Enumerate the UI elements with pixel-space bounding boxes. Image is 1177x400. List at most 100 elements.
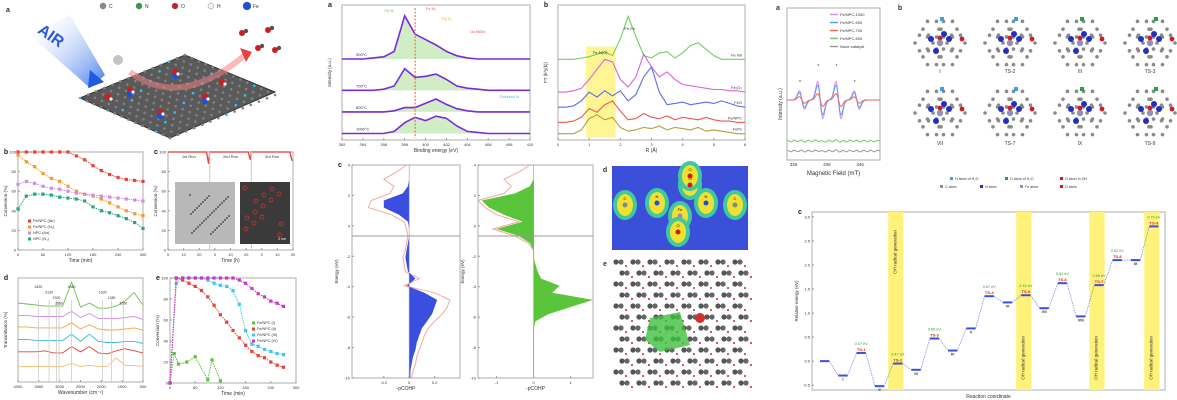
carbon-atom <box>1009 125 1013 129</box>
carbon-atom <box>1144 132 1149 137</box>
carbon-atom <box>1165 97 1169 101</box>
data-point <box>174 276 178 280</box>
connector-line <box>1139 226 1150 261</box>
carbon-atom <box>687 314 693 320</box>
x-tick-label: 180 <box>242 385 249 390</box>
carbon-atom <box>1057 118 1062 123</box>
series-label: Fe foil <box>731 52 742 57</box>
legend-label: Fe/NPC (Air) <box>33 219 55 223</box>
legend-label: Fe/NPC-500 <box>840 36 863 41</box>
iron-atom <box>1146 109 1154 117</box>
series-line <box>558 114 745 135</box>
legend-label: Fe/NPC (IV) <box>257 339 278 343</box>
carbon-atom <box>950 62 955 67</box>
panel-label: b <box>898 5 902 12</box>
carbon-atom <box>715 303 721 309</box>
connector-line <box>847 352 857 376</box>
x-tick-label: 1 <box>570 380 573 385</box>
x-tick-label: 3000 <box>55 384 65 389</box>
carbon-atom <box>991 55 995 59</box>
carbon-atom <box>1028 103 1033 108</box>
data-point <box>275 301 279 305</box>
x-tick-label: 2 <box>619 142 622 147</box>
carbon-atom <box>1081 47 1086 51</box>
carbon-atom <box>703 369 709 375</box>
carbon-atom <box>641 336 647 342</box>
data-point <box>83 199 87 203</box>
carbon-atom <box>1103 41 1107 45</box>
connector-line <box>956 328 967 351</box>
carbon-atom <box>1065 89 1070 94</box>
connector-line <box>1066 283 1077 317</box>
carbon-atom <box>937 27 941 31</box>
nitrogen-atom <box>1143 48 1149 54</box>
oxygen-atom <box>716 342 718 344</box>
iron-atom <box>936 109 944 117</box>
data-point <box>231 276 235 280</box>
carbon-atom <box>202 75 205 79</box>
carbon-atom <box>1090 117 1095 121</box>
carbon-atom <box>715 259 721 265</box>
y-axis-label: Conversion (%) <box>155 314 160 346</box>
carbon-atom <box>127 118 130 121</box>
carbon-atom <box>171 123 174 127</box>
x-tick-label: 1000 <box>118 384 128 389</box>
data-point <box>83 158 87 162</box>
legend-label: N atom <box>985 185 997 189</box>
carbon-atom <box>134 79 137 83</box>
x-tick-label: 3 <box>650 142 653 147</box>
tem-particle <box>223 200 225 202</box>
carbon-atom <box>1033 111 1037 115</box>
x-tick-label: 0 <box>533 380 536 385</box>
data-point <box>133 212 137 216</box>
connector-line <box>975 296 985 329</box>
carbon-atom <box>624 336 630 342</box>
data-point <box>58 195 62 199</box>
panel-label: a <box>776 5 780 12</box>
nitrogen-atom <box>1081 31 1087 37</box>
carbon-atom <box>721 292 727 298</box>
carbon-atom <box>113 112 116 115</box>
panel-label: c <box>798 209 802 216</box>
structure-VII: VII <box>913 87 967 147</box>
carbon-atom <box>151 108 154 111</box>
carbon-atom <box>1001 111 1005 115</box>
carbon-atom <box>1147 27 1151 31</box>
carbon-atom <box>1103 111 1107 115</box>
carbon-atom <box>950 19 955 24</box>
oxygen-atom <box>716 386 718 388</box>
carbon-atom <box>653 358 659 364</box>
carbon-atom <box>158 70 161 73</box>
data-point <box>133 198 137 202</box>
carbon-atom <box>704 380 710 386</box>
oxygen-atom <box>659 287 661 289</box>
tem-particle <box>207 216 209 218</box>
carbon-atom <box>613 281 619 287</box>
y-tick-label: 3.0 <box>804 214 810 219</box>
carbon-atom <box>658 380 664 386</box>
atom <box>654 200 660 206</box>
nitrogen-atom <box>1081 101 1087 107</box>
oxygen-atom <box>750 276 752 278</box>
carbon-atom <box>176 92 180 95</box>
carbon-atom <box>737 325 743 331</box>
data-point <box>250 349 254 354</box>
legend-marker <box>28 237 31 241</box>
oxygen-atom <box>733 298 735 300</box>
tem-particle <box>216 227 218 229</box>
carbon-atom <box>703 281 709 287</box>
data-point <box>275 352 279 356</box>
oxygen-atom <box>1147 105 1153 111</box>
barrier-label: 0.65 eV <box>928 328 942 332</box>
carbon-atom <box>726 358 732 364</box>
tem-particle <box>208 195 210 197</box>
carbon-atom <box>181 107 184 111</box>
carbon-atom <box>167 101 171 105</box>
carbon-atom <box>1020 47 1025 51</box>
state-label: VII <box>1042 309 1047 314</box>
data-point <box>187 276 191 280</box>
data-point <box>281 304 285 308</box>
y-tick-label: -8 <box>346 345 350 350</box>
carbon-atom <box>619 314 625 320</box>
run-label: 1st Run <box>182 154 196 159</box>
